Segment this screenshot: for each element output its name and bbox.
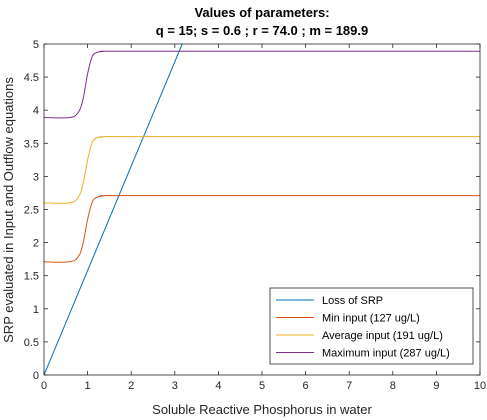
- series-line-4: [44, 50, 480, 119]
- x-tick-label: 8: [390, 380, 396, 392]
- y-tick-label: 3: [33, 171, 39, 183]
- legend-box: [269, 287, 474, 365]
- legend-label-3: Average input (191 ug/L): [322, 330, 443, 342]
- chart-title: Values of parameters:: [194, 5, 329, 20]
- x-tick-label: 2: [128, 380, 134, 392]
- y-tick-label: 4.5: [24, 72, 39, 84]
- x-tick-label: 7: [346, 380, 352, 392]
- x-tick-label: 6: [303, 380, 309, 392]
- x-axis-label: Soluble Reactive Phosphorus in water: [152, 402, 372, 417]
- x-tick-label: 3: [172, 380, 178, 392]
- legend: Loss of SRP Min input (127 ug/L) Average i…: [269, 287, 474, 365]
- y-tick-label: 1.5: [24, 271, 39, 283]
- y-tick-label: 4: [33, 105, 39, 117]
- y-tick-label: 5: [33, 39, 39, 51]
- y-tick-label: 3.5: [24, 138, 39, 150]
- x-tick-label: 10: [474, 380, 486, 392]
- series-line-1: [44, 44, 183, 375]
- legend-label-2: Min input (127 ug/L): [322, 313, 420, 325]
- x-tick-label: 4: [215, 380, 221, 392]
- series-line-3: [44, 136, 480, 204]
- x-tick-label: 9: [433, 380, 439, 392]
- y-tick-label: 2.5: [24, 205, 39, 217]
- y-axis-label: SRP evaluated in Input and Outflow equat…: [1, 77, 16, 343]
- y-tick-label: 2: [33, 238, 39, 250]
- x-tick-label: 0: [41, 380, 47, 392]
- x-tick-label: 1: [85, 380, 91, 392]
- series-line-2: [44, 194, 480, 263]
- y-tick-label: 1: [33, 304, 39, 316]
- y-tick-label: 0: [33, 370, 39, 382]
- x-tick-label: 5: [259, 380, 265, 392]
- legend-label-4: Maximum input (287 ug/L): [322, 348, 450, 360]
- legend-label-1: Loss of SRP: [322, 295, 383, 307]
- ticks-layer: 0 1 2 3 4 5 6 7 8 9 10 0 0.5 1 1.5 2 2.5 3 3.5 4 4.5 5: [24, 39, 486, 392]
- y-tick-label: 0.5: [24, 337, 39, 349]
- series-layer: [44, 44, 480, 375]
- chart-subtitle: q = 15; s = 0.6 ; r = 74.0 ; m = 189.9: [156, 23, 368, 38]
